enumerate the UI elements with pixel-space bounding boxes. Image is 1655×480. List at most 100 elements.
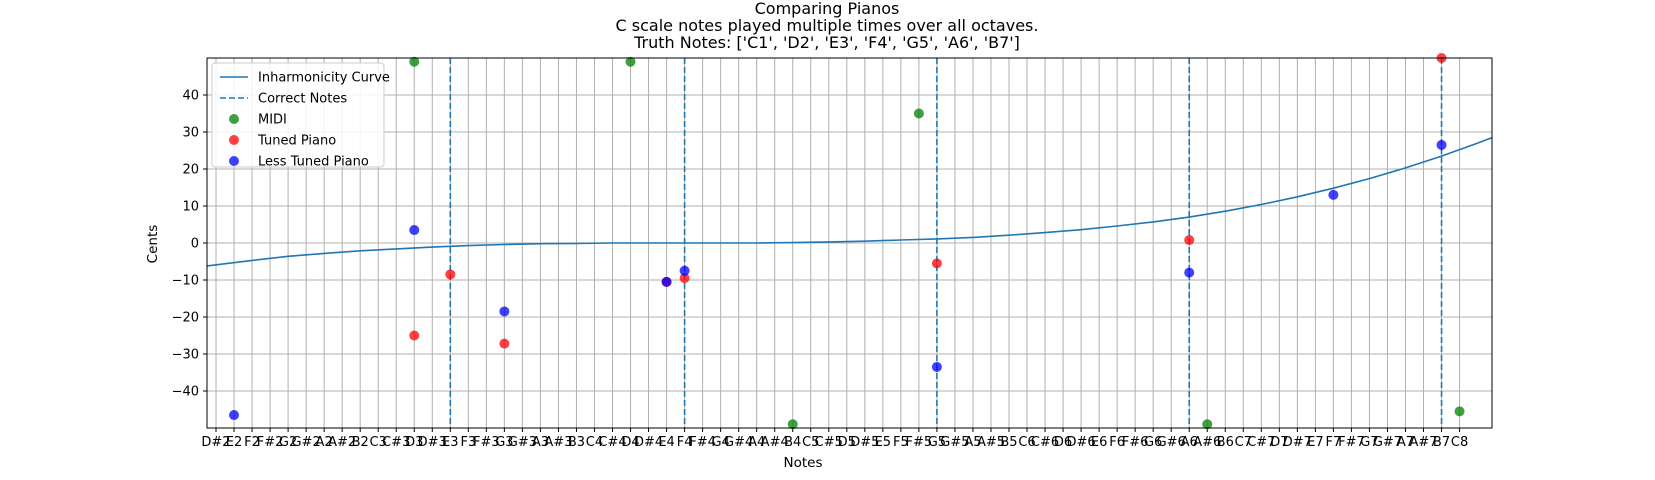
x-tick-label: C#7: [1247, 435, 1275, 450]
x-tick-label: G#4: [724, 435, 753, 450]
x-tick-label: G#3: [508, 435, 537, 450]
x-tick-label: C3: [370, 435, 387, 450]
x-tick-label: F3: [460, 435, 476, 450]
x-tick-label: F#3: [473, 435, 500, 450]
midi-point: [913, 108, 924, 119]
x-tick-label: A7: [1397, 435, 1414, 450]
tuned-piano-point: [931, 258, 942, 269]
x-tick-label: B7: [1433, 435, 1450, 450]
x-tick-label: C#5: [815, 435, 843, 450]
x-tick-label: G5: [928, 435, 946, 450]
x-tick-label: G2: [279, 435, 297, 450]
x-tick-label: F5: [893, 435, 909, 450]
x-tick-label: C5: [802, 435, 819, 450]
x-tick-label: A#3: [544, 435, 572, 450]
less-tuned-piano-point: [499, 306, 510, 317]
x-tick-label: G#6: [1157, 435, 1186, 450]
x-tick-label: F#7: [1338, 435, 1365, 450]
y-tick-label: 40: [182, 89, 199, 104]
x-tick-label: G3: [495, 435, 513, 450]
inharmonicity-curve-group: [207, 136, 1492, 267]
x-tick-label: D#7: [1283, 435, 1312, 450]
less-tuned-piano-point: [409, 225, 420, 236]
x-tick-label: F#4: [689, 435, 716, 450]
x-tick-label: B4: [784, 435, 801, 450]
less-tuned-piano-point: [1328, 189, 1339, 200]
legend-marker: [229, 114, 239, 124]
legend-label: Less Tuned Piano: [258, 155, 369, 170]
less-tuned-piano-point: [931, 361, 942, 372]
x-tick-label: D#2: [201, 435, 230, 450]
chart-title: Comparing Pianos: [755, 0, 900, 18]
y-tick-label: 20: [182, 163, 199, 178]
x-tick-label: A2: [316, 435, 333, 450]
plot-frame: [206, 57, 1493, 429]
x-tick-label: C#4: [598, 435, 626, 450]
midi-point: [625, 56, 636, 67]
x-tick-label: A#7: [1409, 435, 1437, 450]
x-tick-label: G7: [1360, 435, 1378, 450]
x-tick-label: D3: [405, 435, 423, 450]
x-tick-label: F7: [1326, 435, 1342, 450]
x-tick-label: E4: [658, 435, 675, 450]
x-tick-label: D#5: [850, 435, 879, 450]
x-tick-label: A#6: [1193, 435, 1221, 450]
tuned-piano-point: [445, 269, 456, 280]
legend-marker: [229, 135, 239, 145]
x-tick-label: G#2: [291, 435, 320, 450]
x-tick-label: A6: [1181, 435, 1198, 450]
midi-point: [409, 56, 420, 67]
tuned-piano-point: [1184, 235, 1195, 246]
grid: [207, 58, 1492, 428]
x-tick-label: A5: [964, 435, 981, 450]
y-tick-label: 10: [182, 200, 199, 215]
chart-subtitle: C scale notes played multiple times over…: [616, 16, 1039, 35]
x-tick-label: B3: [568, 435, 585, 450]
x-tick-label: D6: [1054, 435, 1072, 450]
x-tick-label: G#7: [1373, 435, 1402, 450]
y-axis-label: Cents: [145, 225, 161, 264]
x-tick-label: G6: [1144, 435, 1162, 450]
x-tick-label: F2: [244, 435, 260, 450]
x-tick-label: A#5: [977, 435, 1005, 450]
scatter-points: [229, 53, 1465, 430]
midi-point: [1202, 419, 1213, 430]
x-tick-label: F#2: [257, 435, 284, 450]
x-tick-label: G4: [711, 435, 729, 450]
legend-label: MIDI: [258, 113, 287, 128]
inharmonicity-curve: [207, 136, 1492, 267]
x-tick-label: E3: [442, 435, 459, 450]
x-tick-label: C8: [1451, 435, 1468, 450]
legend-label: Tuned Piano: [257, 134, 336, 149]
x-tick-label: D#3: [418, 435, 447, 450]
x-tick-label: B2: [352, 435, 369, 450]
x-tick-label: C#3: [382, 435, 410, 450]
midi-point: [787, 419, 798, 430]
legend: Inharmonicity Curve Correct Notes MIDI Tune…: [211, 62, 390, 170]
x-tick-label: G#5: [940, 435, 969, 450]
midi-point: [1454, 406, 1465, 417]
x-tick-label: B5: [1000, 435, 1017, 450]
less-tuned-piano-point: [229, 410, 240, 421]
x-tick-label: C#6: [1031, 435, 1059, 450]
x-tick-label: F6: [1109, 435, 1125, 450]
x-tick-label: D4: [621, 435, 639, 450]
x-axis-label: Notes: [784, 455, 823, 471]
x-tick-label: E2: [226, 435, 243, 450]
y-tick-label: −20: [172, 311, 199, 326]
legend-marker: [229, 156, 239, 166]
x-tick-label: A#4: [761, 435, 789, 450]
x-tick-label: E7: [1307, 435, 1324, 450]
tuned-piano-point: [409, 330, 420, 341]
x-tick-label: D#4: [634, 435, 663, 450]
y-tick-label: −30: [172, 348, 199, 363]
x-tick-label: C7: [1235, 435, 1252, 450]
x-tick-label: D#6: [1066, 435, 1095, 450]
x-tick-label: B6: [1217, 435, 1234, 450]
x-tick-label: A#2: [328, 435, 356, 450]
x-tick-label: E5: [875, 435, 892, 450]
tuned-piano-point: [499, 338, 510, 349]
less-tuned-piano-point: [1436, 139, 1447, 150]
